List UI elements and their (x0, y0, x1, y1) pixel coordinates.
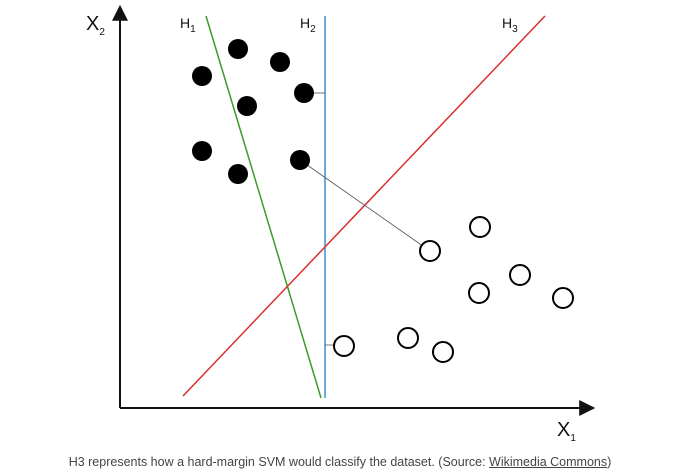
hollow-point (469, 216, 491, 238)
filled-point (270, 52, 290, 72)
hollow-point (509, 264, 531, 286)
caption-suffix: ) (607, 455, 612, 469)
h1-label: H1 (180, 15, 196, 35)
h3-label: H3 (502, 15, 518, 35)
filled-points (192, 39, 314, 184)
filled-point (192, 66, 212, 86)
hollow-point (552, 287, 574, 309)
hollow-point (397, 327, 419, 349)
h1-line (205, 15, 322, 399)
hollow-point (419, 240, 441, 262)
hollow-point (432, 341, 454, 363)
filled-point (192, 141, 212, 161)
filled-point (228, 164, 248, 184)
h2-label: H2 (300, 15, 316, 35)
h3-line (182, 15, 546, 397)
caption-text: H3 represents how a hard-margin SVM woul… (68, 455, 490, 469)
hollow-point (468, 282, 490, 304)
y-axis-label: X2 (86, 13, 105, 38)
source-link[interactable]: Wikimedia Commons (489, 455, 608, 469)
filled-point (237, 96, 257, 116)
h3-margin-line (299, 159, 431, 252)
filled-point (294, 83, 314, 103)
figure-caption: H3 represents how a hard-margin SVM woul… (0, 455, 680, 469)
filled-point (228, 39, 248, 59)
x-axis-label: X1 (557, 419, 576, 444)
hollow-point (333, 335, 355, 357)
filled-point (290, 150, 310, 170)
hollow-points (333, 216, 574, 363)
svm-hyperplane-diagram: X2 X1 H1 H2 H3 (86, 4, 596, 444)
